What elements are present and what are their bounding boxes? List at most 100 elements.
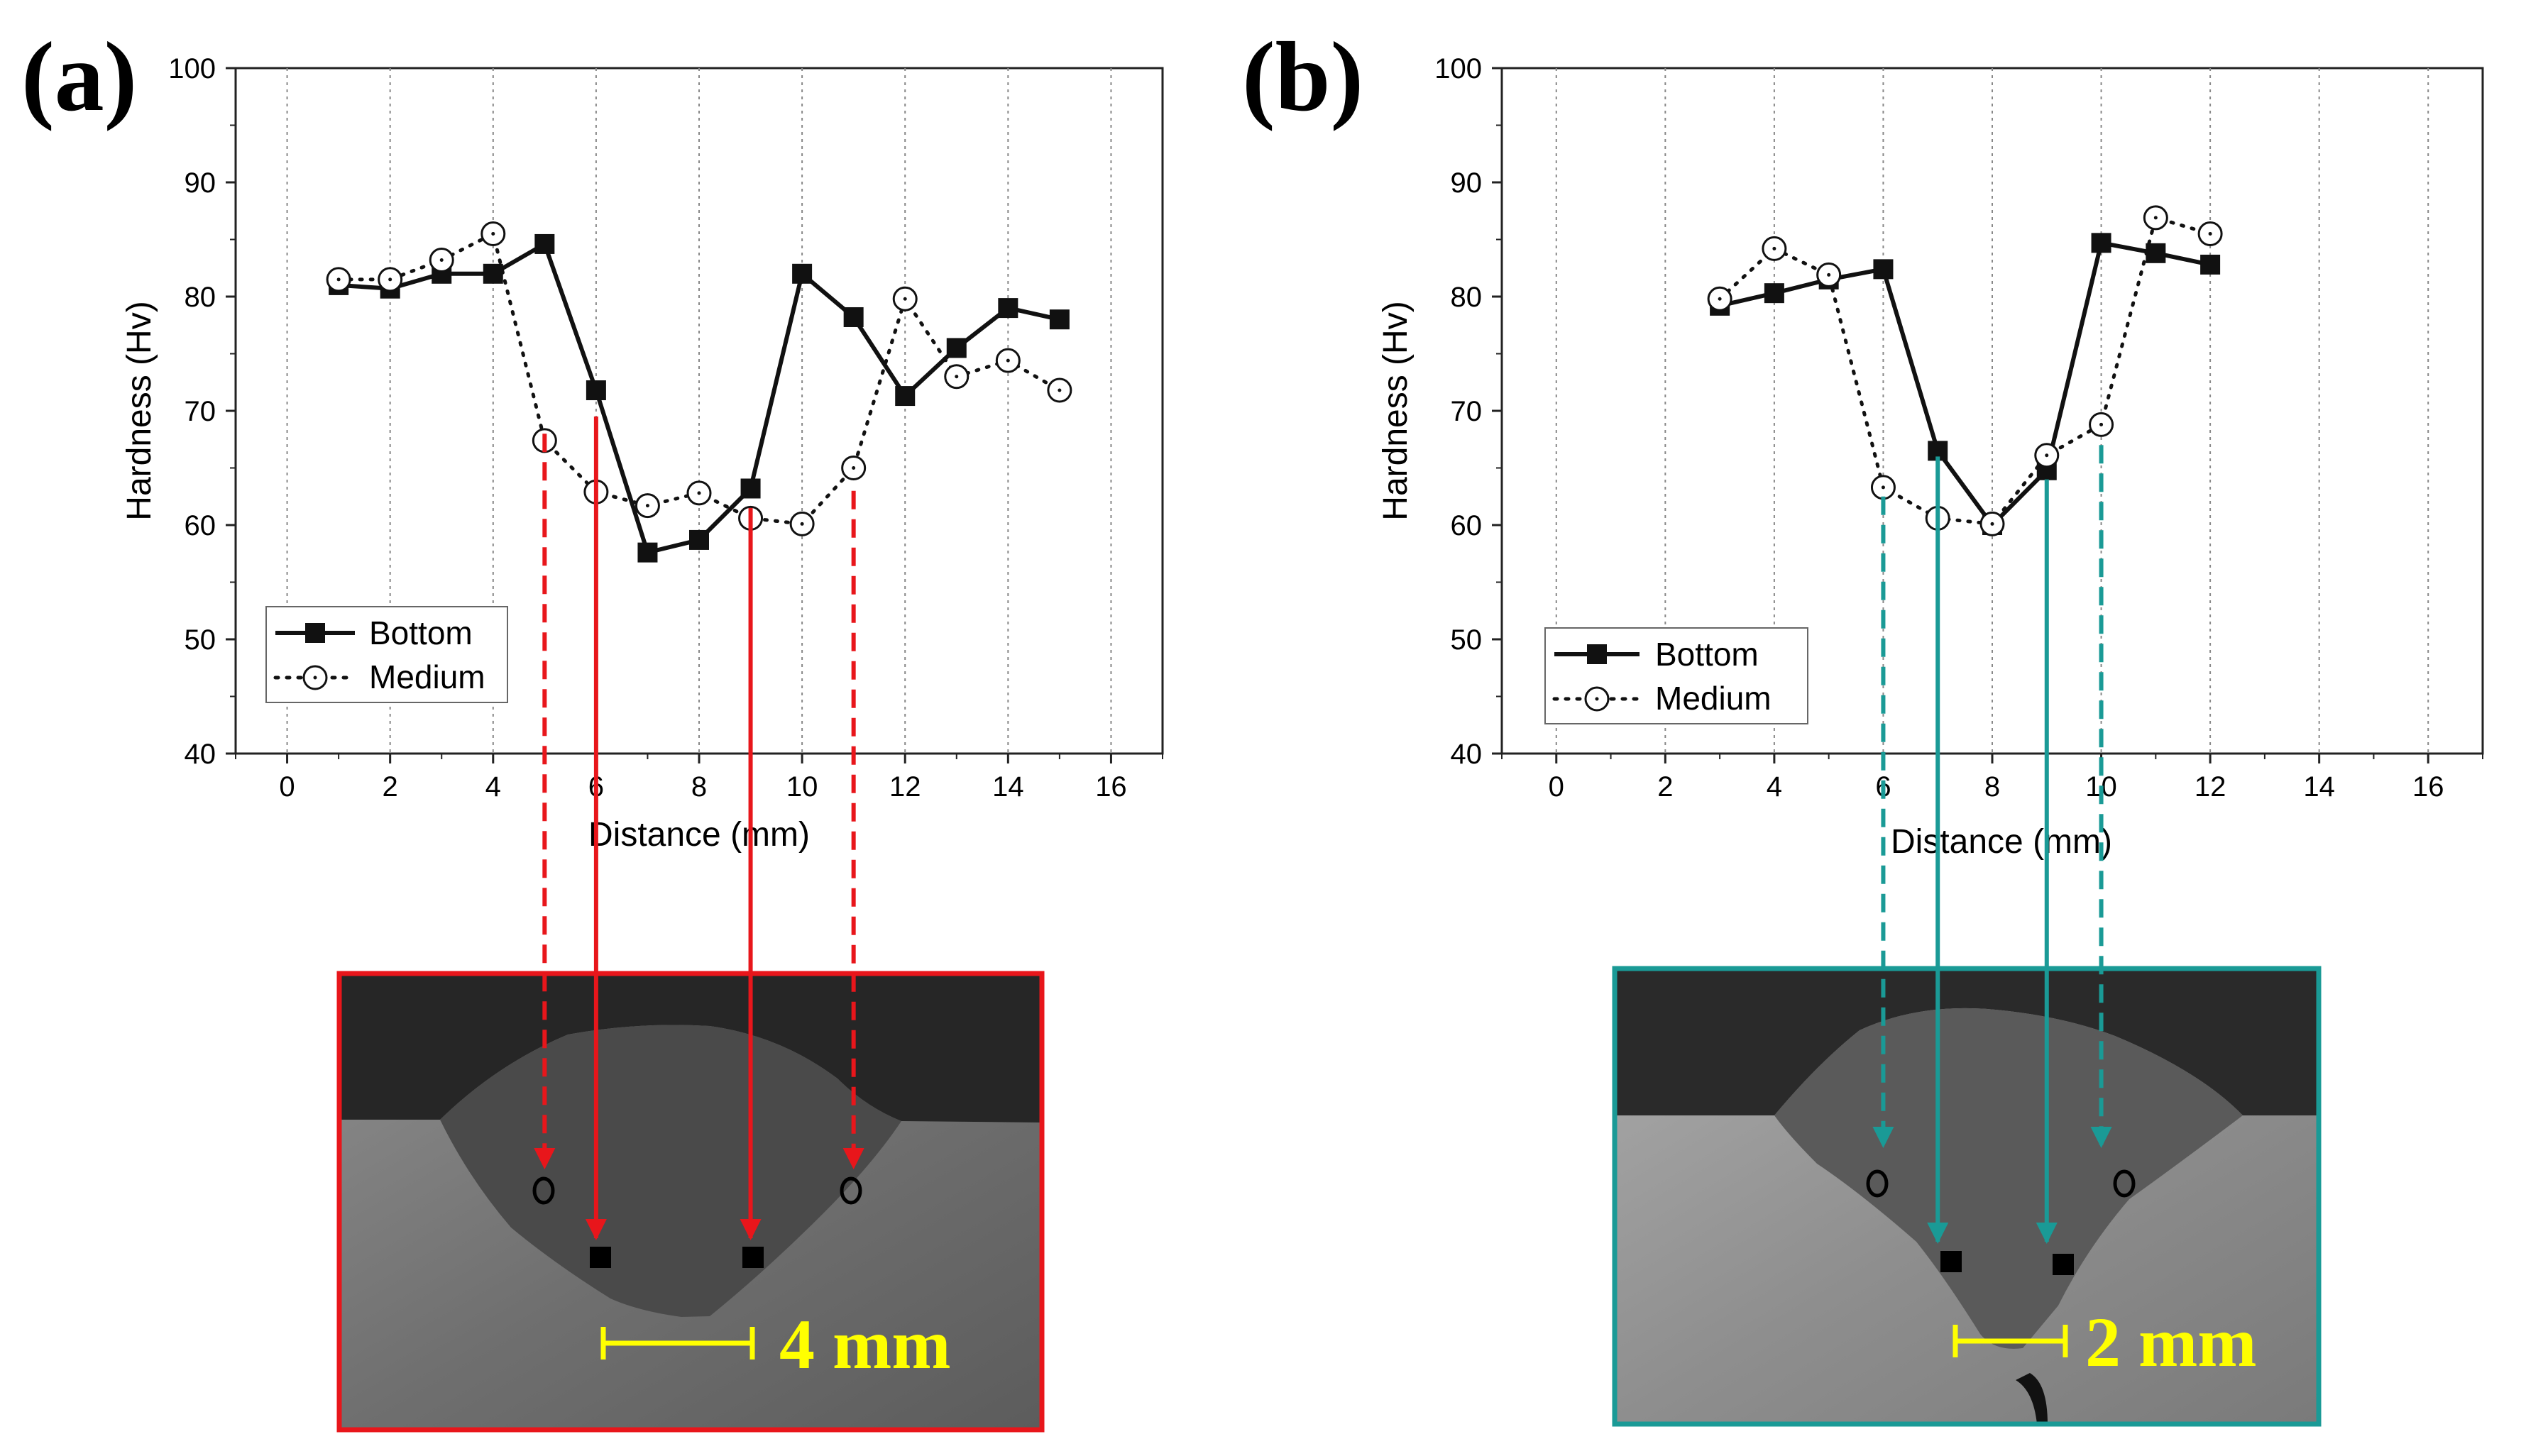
data-point-medium-center-a xyxy=(1058,388,1062,392)
indent-marker-circle-a xyxy=(840,1176,862,1205)
indent-marker-circle-b xyxy=(1866,1169,1889,1198)
micrograph-b-indent-markers xyxy=(1866,1169,2136,1275)
y-tick-label-b: 100 xyxy=(1434,53,1482,84)
grid-b xyxy=(1555,68,2429,754)
data-point-bottom-a xyxy=(740,478,761,499)
micrograph-a: 4 mm xyxy=(336,971,1045,1433)
data-point-bottom-a xyxy=(998,298,1018,319)
x-tick-label-a: 8 xyxy=(691,771,707,803)
micrograph-b-weld-bead xyxy=(1774,1008,2243,1349)
micrograph-b: 2 mm xyxy=(1612,966,2322,1427)
data-point-bottom-a xyxy=(946,338,967,358)
data-point-bottom-b xyxy=(2091,233,2111,253)
y-axis-title-b: Hardness (Hv) xyxy=(1377,301,1415,520)
data-point-medium-center-a xyxy=(903,297,907,301)
y-tick-label-b: 40 xyxy=(1451,739,1483,770)
plot-b: 0246810121416405060708090100 Distance (m… xyxy=(1377,53,2484,861)
y-tick-label-b: 80 xyxy=(1451,282,1483,313)
y-tick-label-b: 60 xyxy=(1451,510,1483,541)
panel-a-label: (a) xyxy=(21,22,137,132)
x-tick-label-b: 16 xyxy=(2412,771,2444,803)
legend-b-medium-marker-dot xyxy=(1595,697,1599,701)
indent-marker-square-b xyxy=(2053,1254,2074,1275)
arrows-b xyxy=(1872,445,2112,1244)
x-tick-label-a: 4 xyxy=(485,771,501,803)
indent-marker-square-b xyxy=(1940,1251,1962,1272)
x-tick-label-b: 8 xyxy=(1984,771,2000,803)
plot-a: 0246810121416405060708090100 Distance (m… xyxy=(121,53,1164,854)
y-tick-label-a: 70 xyxy=(185,396,216,427)
y-tick-label-a: 90 xyxy=(185,167,216,199)
data-point-medium-center-b xyxy=(1827,272,1831,277)
arrows-a xyxy=(534,417,864,1240)
data-point-bottom-b xyxy=(1764,283,1784,304)
data-point-bottom-b xyxy=(2146,243,2166,263)
indent-marker-circle-a xyxy=(532,1176,555,1205)
x-tick-label-a: 0 xyxy=(279,771,295,803)
indent-marker-square-a xyxy=(742,1247,764,1268)
data-point-medium-center-a xyxy=(800,522,804,526)
x-axis-title-b: Distance (mm) xyxy=(1891,823,2112,861)
data-point-medium-center-b xyxy=(2099,422,2104,426)
y-tick-label-a: 80 xyxy=(185,282,216,313)
legend-a-medium-label: Medium xyxy=(369,658,485,695)
data-point-bottom-a xyxy=(483,263,503,284)
series-b xyxy=(1707,205,2223,536)
data-point-medium-center-b xyxy=(1718,297,1722,301)
ticks-b: 0246810121416405060708090100 xyxy=(1434,53,2483,803)
data-point-medium-center-a xyxy=(439,258,444,262)
scale-label-a: 4 mm xyxy=(779,1305,951,1384)
data-point-bottom-a xyxy=(895,386,916,407)
data-point-medium-center-a xyxy=(645,504,649,508)
panel-b-label: (b) xyxy=(1242,22,1363,132)
data-point-bottom-a xyxy=(792,263,813,284)
legend-b: Bottom Medium xyxy=(1544,627,1808,724)
data-point-medium-center-b xyxy=(2153,216,2158,220)
data-point-bottom-a xyxy=(637,542,658,563)
x-tick-label-b: 4 xyxy=(1767,771,1782,803)
x-tick-label-a: 12 xyxy=(889,771,921,803)
scale-label-b: 2 mm xyxy=(2085,1303,2257,1381)
panel-a: (a) 4 mm 0246810121416405060708090100 Di… xyxy=(21,22,1164,1433)
series-a xyxy=(326,221,1072,563)
data-point-bottom-a xyxy=(1049,309,1070,330)
x-tick-label-b: 12 xyxy=(2195,771,2226,803)
data-point-medium-center-b xyxy=(2045,453,2049,458)
x-tick-label-b: 14 xyxy=(2303,771,2335,803)
legend-a-bottom-label: Bottom xyxy=(369,614,473,651)
y-tick-label-b: 70 xyxy=(1451,396,1483,427)
legend-a-medium-marker-dot xyxy=(313,675,317,680)
data-point-medium-center-b xyxy=(1772,246,1776,250)
legend-b-medium-label: Medium xyxy=(1655,680,1772,717)
y-tick-label-b: 90 xyxy=(1451,167,1483,199)
micrograph-a-weld-bead xyxy=(440,1025,901,1317)
data-point-medium-center-b xyxy=(1881,485,1885,490)
data-point-medium-center-a xyxy=(1006,358,1010,363)
x-tick-label-a: 10 xyxy=(786,771,818,803)
x-tick-label-b: 2 xyxy=(1657,771,1673,803)
ticks-a: 0246810121416405060708090100 xyxy=(168,53,1163,803)
data-point-bottom-a xyxy=(843,307,864,327)
x-tick-label-a: 2 xyxy=(383,771,398,803)
legend-a: Bottom Medium xyxy=(265,606,508,703)
x-tick-label-a: 16 xyxy=(1095,771,1127,803)
grid-a xyxy=(286,68,1112,754)
micrograph-a-indent-markers xyxy=(532,1176,862,1268)
y-tick-label-a: 100 xyxy=(168,53,216,84)
legend-a-bottom-marker xyxy=(305,623,325,643)
indent-marker-circle-b xyxy=(2113,1169,2136,1198)
data-point-medium-center-a xyxy=(336,277,341,282)
x-tick-label-a: 14 xyxy=(992,771,1024,803)
data-point-bottom-a xyxy=(689,529,709,550)
panel-b: (b) 2 mm 0246810121416405060708090100 Di… xyxy=(1242,22,2484,1427)
legend-b-bottom-marker xyxy=(1587,644,1607,664)
data-point-bottom-b xyxy=(2200,254,2221,275)
y-tick-label-a: 40 xyxy=(185,739,216,770)
x-axis-title-a: Distance (mm) xyxy=(588,816,810,854)
data-point-medium-center-b xyxy=(1990,522,1994,526)
legend-a-box xyxy=(265,606,508,703)
indent-marker-square-a xyxy=(590,1247,611,1268)
data-point-medium-center-a xyxy=(697,491,701,495)
data-point-medium-center-b xyxy=(2208,231,2212,236)
